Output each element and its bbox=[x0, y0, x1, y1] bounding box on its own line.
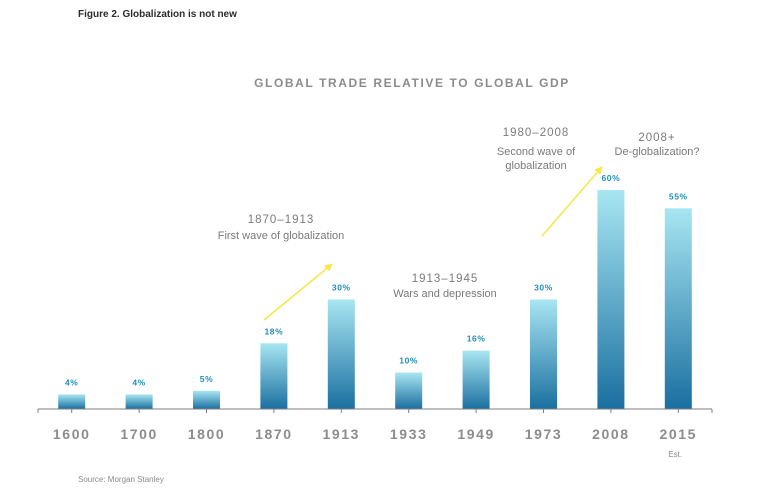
tick-label-1800: 1800 bbox=[188, 426, 226, 442]
bar-1973 bbox=[530, 299, 557, 409]
value-label-1700: 4% bbox=[132, 377, 146, 387]
tick-label-1973: 1973 bbox=[525, 426, 563, 442]
value-label-1913: 30% bbox=[332, 283, 351, 293]
value-label-1973: 30% bbox=[534, 283, 553, 293]
annotation-text-1980-2008-1: Second wave of bbox=[497, 146, 576, 158]
tick-label-1870: 1870 bbox=[255, 426, 293, 442]
tick-label-1913: 1913 bbox=[323, 426, 361, 442]
value-label-1949: 16% bbox=[467, 334, 486, 344]
bar-1800 bbox=[193, 390, 220, 410]
value-label-1870: 18% bbox=[264, 326, 283, 336]
annotation-text-1913-1945-1: Wars and depression bbox=[393, 288, 497, 300]
bar-1870 bbox=[260, 343, 288, 409]
bar-2015 bbox=[664, 208, 692, 410]
annotation-period-1870-1913: 1870–1913 bbox=[248, 214, 315, 226]
bar-1913 bbox=[327, 299, 355, 409]
bar-1700 bbox=[125, 394, 153, 409]
bar-1600 bbox=[58, 394, 86, 409]
value-label-1800: 5% bbox=[200, 374, 214, 384]
figure-title: Figure 2. Globalization is not new bbox=[78, 9, 237, 20]
bar-1933 bbox=[395, 372, 423, 409]
trend-arrow-1870-1913 bbox=[263, 263, 333, 321]
tick-note-est: Est. bbox=[668, 450, 682, 459]
tick-label-1600: 1600 bbox=[53, 426, 91, 442]
annotation-text-1870-1913-1: First wave of globalization bbox=[218, 230, 345, 242]
tick-label-2015: 2015 bbox=[660, 426, 698, 442]
tick-label-1700: 1700 bbox=[120, 426, 158, 442]
annotation-period-2008: 2008+ bbox=[638, 132, 675, 144]
value-label-1933: 10% bbox=[399, 356, 418, 366]
value-label-2008: 60% bbox=[601, 173, 620, 183]
bar-2008 bbox=[597, 190, 625, 409]
source-note: Source: Morgan Stanley bbox=[78, 475, 164, 484]
annotation-text-2008-1: De-globalization? bbox=[615, 146, 700, 158]
annotation-period-1980-2008: 1980–2008 bbox=[503, 127, 570, 139]
bar-1949 bbox=[462, 350, 490, 409]
trend-arrow-1973-2008 bbox=[541, 166, 603, 237]
tick-label-2008: 2008 bbox=[592, 426, 630, 442]
tick-label-1933: 1933 bbox=[390, 426, 428, 442]
value-label-1600: 4% bbox=[65, 377, 79, 387]
chart-title: GLOBAL TRADE RELATIVE TO GLOBAL GDP bbox=[254, 76, 570, 90]
annotation-period-1913-1945: 1913–1945 bbox=[412, 273, 479, 285]
annotation-text-1980-2008-2: globalization bbox=[505, 160, 566, 172]
tick-label-1949: 1949 bbox=[457, 426, 495, 442]
value-label-2015: 55% bbox=[669, 191, 688, 201]
